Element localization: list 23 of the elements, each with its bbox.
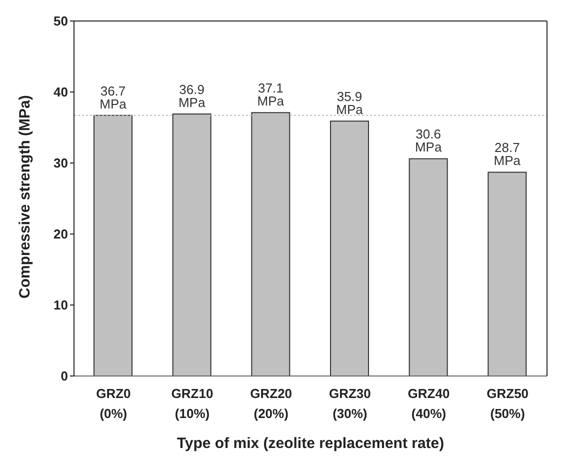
y-tick-label: 50 bbox=[54, 14, 68, 29]
x-tick-label: GRZ20 (20%) bbox=[250, 386, 292, 421]
x-tick-label: GRZ50 (50%) bbox=[486, 386, 529, 421]
y-tick-label: 10 bbox=[54, 298, 68, 313]
data-label: 36.7 MPa bbox=[100, 83, 128, 112]
bar bbox=[330, 120, 369, 376]
x-tick-label: GRZ40 (40%) bbox=[408, 386, 450, 421]
y-tick-label: 0 bbox=[60, 368, 68, 384]
data-label: 36.9 MPa bbox=[178, 82, 206, 110]
bar bbox=[488, 172, 527, 376]
data-label: 30.6 MPa bbox=[414, 126, 442, 155]
x-tick-label: GRZ30 (30%) bbox=[328, 386, 371, 421]
data-label: 37.1 MPa bbox=[257, 80, 285, 109]
y-tick-label: 20 bbox=[54, 226, 68, 242]
data-label: 35.9 MPa bbox=[336, 89, 364, 118]
x-axis-title: Type of mix (zeolite replacement rate) bbox=[176, 435, 444, 452]
x-tick-label: GRZ0 (0%) bbox=[96, 386, 131, 421]
y-tick-label: 40 bbox=[54, 84, 68, 100]
y-axis-title: Compressive strength (MPa) bbox=[16, 95, 34, 298]
data-label: 28.7 MPa bbox=[494, 140, 522, 168]
bar bbox=[408, 158, 448, 376]
x-tick-label: GRZ10 (10%) bbox=[171, 386, 214, 421]
y-tick-label: 30 bbox=[54, 156, 68, 171]
